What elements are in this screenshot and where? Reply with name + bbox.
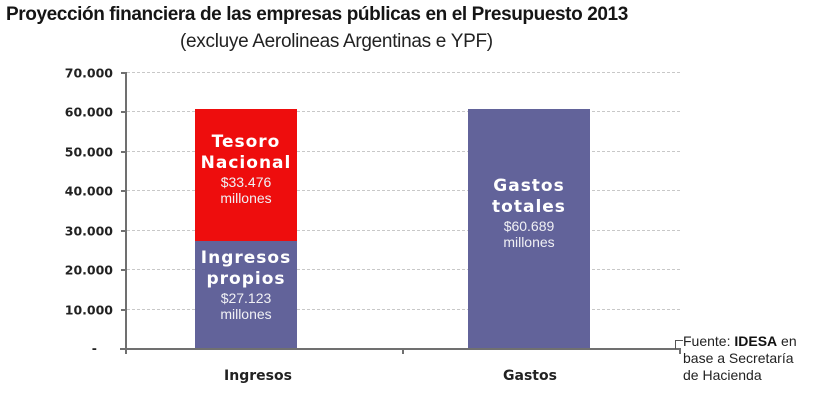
source-line-3: de Hacienda <box>683 367 762 383</box>
x-tick-mark <box>125 348 127 354</box>
bar-tesoro-nacional: Tesoro Nacional $33.476 millones <box>195 109 297 241</box>
source-org: IDESA <box>734 333 778 349</box>
gridline-50000 <box>127 151 680 152</box>
y-tick-mark <box>121 309 127 311</box>
y-tick-label: 60.000 <box>64 104 113 120</box>
bar-title: totales <box>492 197 566 217</box>
bar-title: propios <box>206 269 286 289</box>
bar-ingresos-propios: Ingresos propios $27.123 millones <box>195 241 297 348</box>
bar-unit: millones <box>503 234 555 250</box>
y-axis <box>125 72 127 349</box>
y-tick-label: 10.000 <box>64 302 113 318</box>
bar-title: Nacional <box>200 153 292 173</box>
gridline-10000 <box>127 309 680 310</box>
gridline-70000 <box>127 72 680 73</box>
bar-gastos-totales: Gastos totales $60.689 millones <box>468 109 590 348</box>
y-tick-mark <box>121 269 127 271</box>
source-line-1: Fuente: IDESA en <box>683 333 797 349</box>
y-tick-mark <box>121 190 127 192</box>
y-tick-label: 70.000 <box>64 65 113 81</box>
bar-label-propios: Ingresos propios $27.123 millones <box>195 248 297 322</box>
x-label-ingresos: Ingresos <box>224 368 292 384</box>
bar-unit: millones <box>220 306 272 322</box>
y-tick-label: 20.000 <box>64 262 113 278</box>
bar-title: Ingresos <box>200 248 292 268</box>
x-label-gastos: Gastos <box>503 368 557 384</box>
source-leader-line <box>675 340 683 349</box>
source-note: Fuente: IDESA en base a Secretaría de Ha… <box>683 333 797 384</box>
x-tick-mark <box>402 348 404 354</box>
bar-title: Gastos <box>493 176 565 196</box>
gridline-20000 <box>127 269 680 270</box>
bar-value: $60.689 <box>503 218 555 234</box>
bar-label-gastos: Gastos totales $60.689 millones <box>468 176 590 250</box>
y-tick-label: 40.000 <box>64 183 113 199</box>
bar-unit: millones <box>220 190 272 206</box>
gridline-30000 <box>127 230 680 231</box>
bar-value: $27.123 <box>220 290 272 306</box>
chart-title: Proyección financiera de las empresas pú… <box>6 4 628 25</box>
chart-subtitle: (excluye Aerolineas Argentinas e YPF) <box>180 31 493 52</box>
bar-title: Tesoro <box>211 132 281 152</box>
y-tick-label: 30.000 <box>64 223 113 239</box>
y-tick-mark <box>121 230 127 232</box>
y-tick-label: 50.000 <box>64 144 113 160</box>
y-tick-mark <box>121 72 127 74</box>
bar-label-tesoro: Tesoro Nacional $33.476 millones <box>195 132 297 206</box>
y-tick-mark <box>121 151 127 153</box>
gridline-40000 <box>127 190 680 191</box>
x-axis <box>120 348 681 350</box>
y-tick-mark <box>121 111 127 113</box>
bar-value: $33.476 <box>220 174 272 190</box>
gridline-60000 <box>127 111 680 112</box>
x-tick-mark <box>679 348 681 354</box>
source-line-2: base a Secretaría <box>683 350 794 366</box>
y-tick-label: - <box>91 340 97 356</box>
